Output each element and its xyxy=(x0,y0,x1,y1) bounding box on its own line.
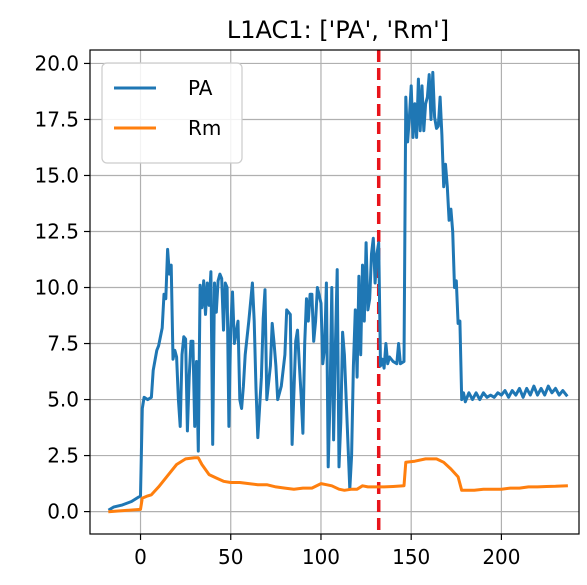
x-tick-label: 200 xyxy=(482,545,520,569)
series-line-pa xyxy=(107,70,569,512)
y-tick-label: 17.5 xyxy=(34,107,79,131)
y-tick-label: 20.0 xyxy=(34,51,79,75)
legend-label-rm: Rm xyxy=(188,116,221,140)
legend: PA Rm xyxy=(101,62,243,164)
x-tick-label: 0 xyxy=(134,545,147,569)
legend-box xyxy=(101,62,243,164)
y-tick-label: 5.0 xyxy=(47,388,79,412)
series-layer xyxy=(107,70,569,514)
grid xyxy=(90,50,579,534)
x-tick-label: 50 xyxy=(218,545,243,569)
y-tick-label: 0.0 xyxy=(47,500,79,524)
x-tick-label: 100 xyxy=(302,545,340,569)
y-tick-label: 10.0 xyxy=(34,276,79,300)
series-line-rm xyxy=(108,456,568,514)
y-tick-label: 7.5 xyxy=(47,332,79,356)
y-tick-label: 2.5 xyxy=(47,444,79,468)
x-tick-label: 150 xyxy=(392,545,430,569)
y-tick-label: 12.5 xyxy=(34,220,79,244)
legend-label-pa: PA xyxy=(188,76,213,100)
y-tick-label: 15.0 xyxy=(34,163,79,187)
chart-title: L1AC1: ['PA', 'Rm'] xyxy=(227,16,449,44)
axis-ticks: 0 50 100 150 200 0.0 2.5 5.0 7.5 10.0 12.5 15.0 17.5… xyxy=(34,51,520,569)
plot-frame xyxy=(89,49,580,535)
